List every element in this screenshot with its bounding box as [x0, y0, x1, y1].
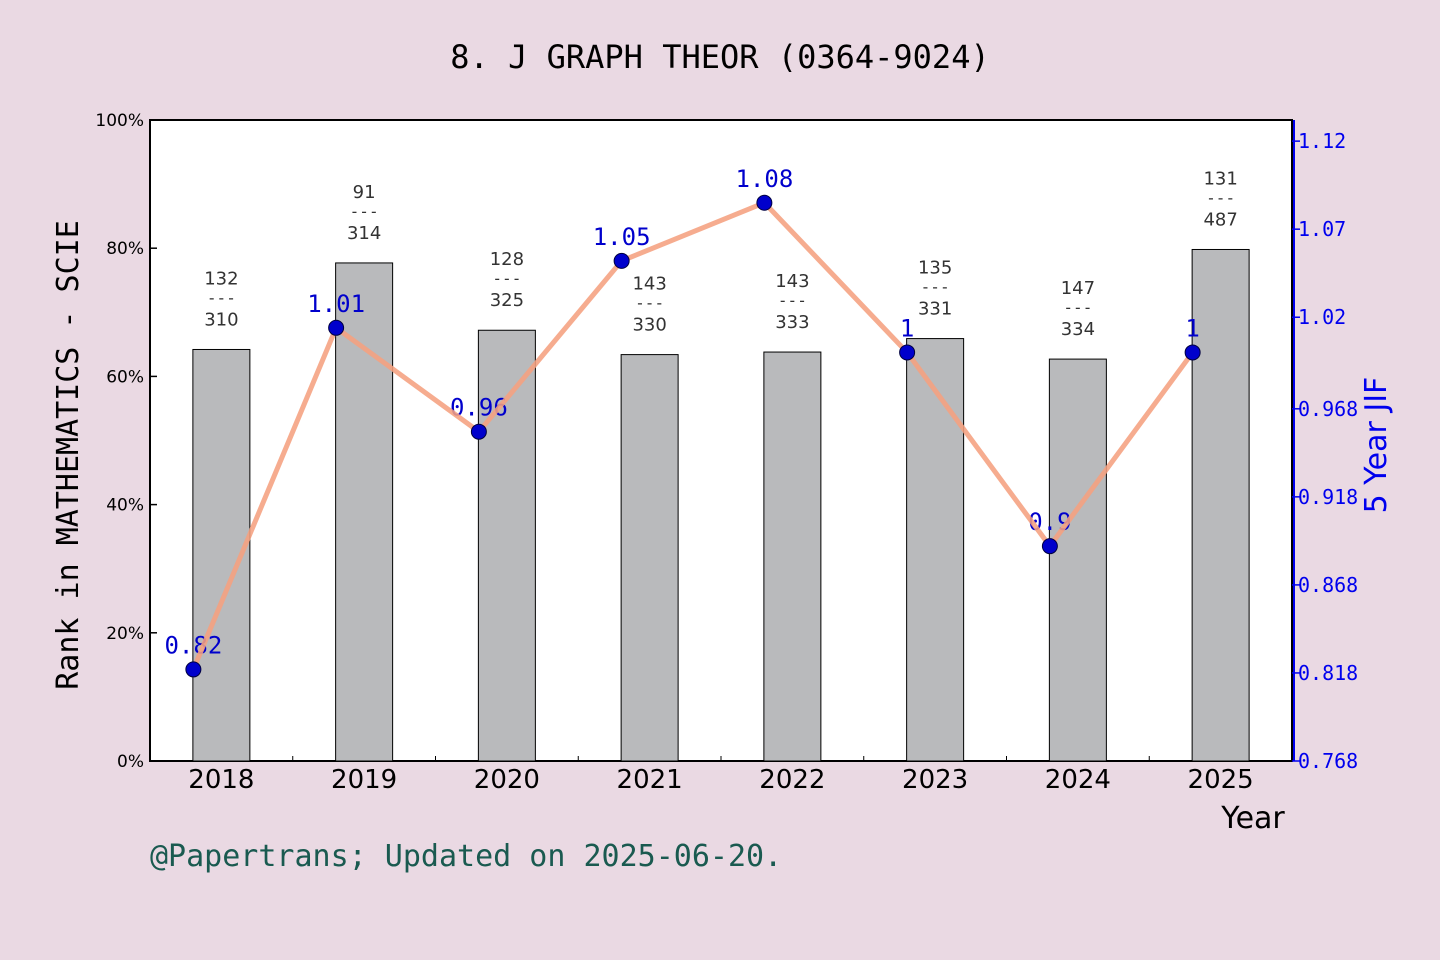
jif-point [1184, 344, 1201, 361]
rank-total: 331 [918, 299, 952, 320]
plot-area [149, 119, 1293, 762]
rank-bar [1048, 358, 1107, 762]
x-tick-label: 2022 [759, 765, 825, 795]
x-tick-label: 2020 [474, 765, 540, 795]
rank-value: 128 [490, 249, 524, 270]
rank-value: 91 [353, 182, 376, 203]
rank-separator: --- [350, 202, 379, 221]
update-footer: @Papertrans; Updated on 2025-06-20. [150, 839, 782, 874]
x-tick-label: 2021 [617, 765, 683, 795]
x-tick-label: 2019 [331, 765, 397, 795]
rank-separator: --- [207, 288, 236, 307]
x-axis-ticks: 2018 2019 2020 2021 2022 2023 2024 2025 [149, 756, 1254, 795]
y2-tick-label: 0.768 [1298, 749, 1358, 773]
rank-total: 487 [1203, 209, 1237, 230]
rank-value: 143 [632, 274, 666, 295]
jif-value-label: 1.08 [735, 165, 793, 193]
right-axis-ticks: 0.768 0.818 0.868 0.918 0.968 1.02 1.07 1.12 [1292, 120, 1358, 773]
y-tick-label: 20% [106, 624, 144, 644]
chart-title: 8. J GRAPH THEOR (0364-9024) [450, 38, 989, 76]
y-tick-label: 100% [95, 111, 144, 131]
jif-value-label: 1 [1185, 314, 1199, 342]
jif-point [470, 423, 487, 440]
rank-total: 325 [490, 290, 524, 311]
x-axis-label: Year [1220, 801, 1285, 836]
jif-polyline [191, 200, 1195, 671]
jif-point [328, 319, 345, 336]
rank-bar [620, 354, 679, 762]
jif-point [756, 194, 773, 211]
rank-bar [906, 338, 965, 762]
jif-value-label: 1 [900, 314, 914, 342]
rank-value: 132 [204, 268, 238, 289]
y2-tick-label: 0.818 [1298, 661, 1358, 685]
jif-point [1041, 538, 1058, 555]
rank-separator: --- [492, 269, 521, 288]
y-tick-label: 40% [106, 496, 144, 516]
jif-value-label: 1.01 [307, 290, 365, 318]
y-tick-label: 0% [117, 752, 144, 772]
jif-value-label: 1.05 [593, 223, 651, 251]
jif-point [899, 344, 916, 361]
x-tick-label: 2023 [902, 765, 968, 795]
y2-tick-label: 0.918 [1298, 485, 1358, 509]
rank-value: 131 [1203, 168, 1237, 189]
rank-total: 310 [204, 309, 238, 330]
jif-value-label: 0.9 [1028, 508, 1071, 536]
rank-bar [763, 351, 822, 762]
rank-total: 334 [1061, 319, 1095, 340]
y2-tick-label: 1.02 [1298, 305, 1346, 329]
rank-labels: 132---31091---314128---325143---330143--… [204, 168, 1238, 340]
jif-point [185, 661, 202, 678]
y-axis-label: Rank in MATHEMATICS - SCIE [51, 220, 86, 690]
rank-total: 330 [632, 315, 666, 336]
y2-axis-label: 5 Year JIF [1359, 377, 1394, 514]
jif-value-label: 0.82 [164, 631, 222, 659]
x-tick-label: 2024 [1045, 765, 1111, 795]
y2-tick-label: 0.868 [1298, 573, 1358, 597]
x-tick-label: 2025 [1188, 765, 1254, 795]
y2-tick-label: 0.968 [1298, 397, 1358, 421]
x-tick-label: 2018 [188, 765, 254, 795]
rank-value: 147 [1061, 278, 1095, 299]
rank-total: 333 [775, 312, 809, 333]
y2-tick-label: 1.12 [1298, 129, 1346, 153]
y-tick-label: 80% [106, 239, 144, 259]
rank-separator: --- [1063, 298, 1092, 317]
rank-total: 314 [347, 223, 381, 244]
rank-bar [1191, 248, 1250, 762]
rank-separator: --- [921, 278, 950, 297]
rank-value: 135 [918, 258, 952, 279]
jif-point [613, 252, 630, 269]
rank-separator: --- [778, 291, 807, 310]
rank-separator: --- [635, 294, 664, 313]
rank-bar [335, 262, 394, 762]
rank-separator: --- [1206, 188, 1235, 207]
left-axis-ticks: 0% 20% 40% 60% 80% 100% [95, 111, 157, 772]
rank-value: 143 [775, 271, 809, 292]
y2-tick-label: 1.07 [1298, 217, 1346, 241]
y-tick-label: 60% [106, 367, 144, 387]
